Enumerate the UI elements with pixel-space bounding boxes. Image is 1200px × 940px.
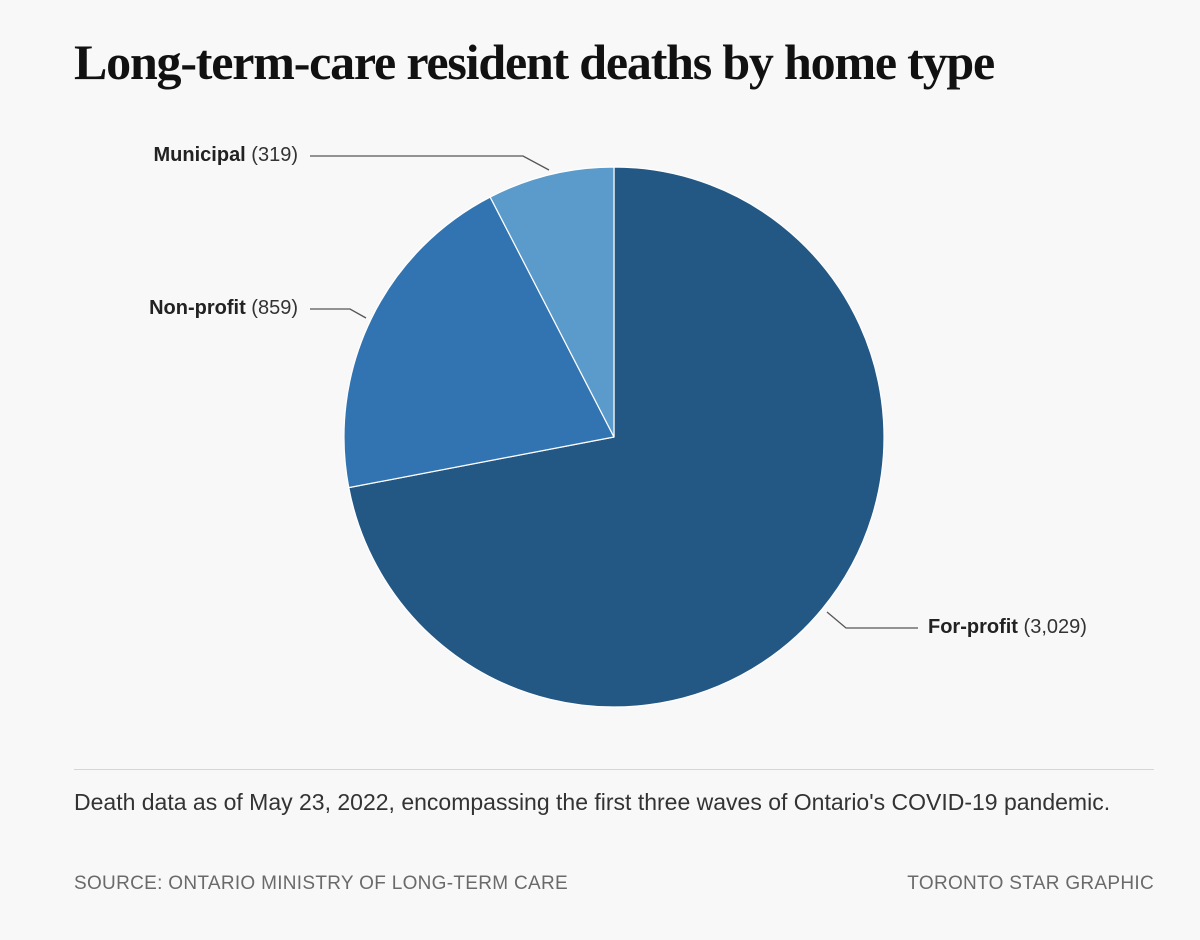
slice-label-name: For-profit: [928, 616, 1018, 638]
slice-labels: For-profit (3,029) Non-profit (859) Munici…: [149, 144, 1087, 638]
pie-slice-for-profit: [348, 166, 885, 708]
footer-divider: [74, 769, 1154, 770]
slice-label-value: (859): [246, 297, 298, 319]
pie-slice-municipal: [489, 166, 615, 438]
slice-label-name: Non-profit: [149, 297, 246, 319]
slice-label: Non-profit (859): [149, 297, 298, 319]
leader-line: [310, 308, 367, 319]
slice-label: Municipal (319): [154, 144, 298, 166]
pie-slice-non-profit: [343, 196, 615, 489]
leader-line: [310, 155, 550, 171]
footnote: Death data as of May 23, 2022, encompass…: [74, 789, 1111, 815]
source-credit: SOURCE: ONTARIO MINISTRY OF LONG-TERM CA…: [74, 873, 568, 894]
pie-slices: [343, 166, 885, 708]
graphic-credit: TORONTO STAR GRAPHIC: [907, 873, 1154, 894]
slice-label-name: Municipal: [154, 144, 246, 166]
slice-label-value: (3,029): [1018, 616, 1087, 638]
slice-label: For-profit (3,029): [928, 616, 1087, 638]
slice-label-value: (319): [246, 144, 298, 166]
pie-chart: For-profit (3,029) Non-profit (859) Munici…: [149, 144, 1087, 708]
leader-lines: [310, 155, 918, 629]
leader-line: [826, 611, 918, 629]
chart-title: Long-term-care resident deaths by home t…: [74, 34, 995, 90]
